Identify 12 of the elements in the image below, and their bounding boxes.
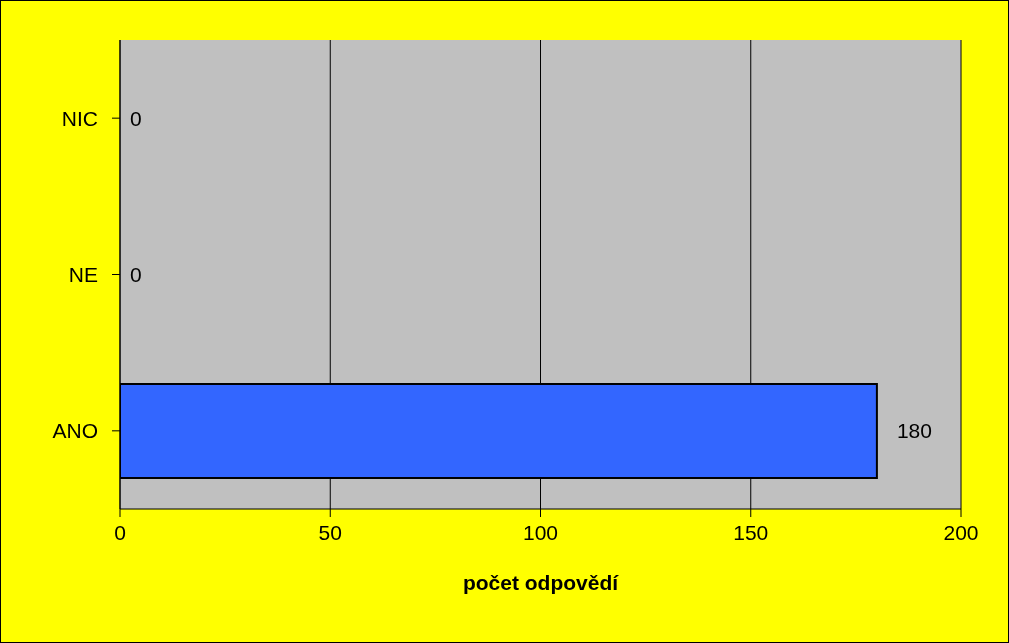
data-label: 0 <box>130 106 142 130</box>
x-axis-title: počet odpovědí <box>462 571 620 594</box>
y-tick-label: NIC <box>61 106 98 130</box>
y-tick-label: NE <box>68 262 98 286</box>
x-tick-label: 150 <box>733 520 769 544</box>
x-tick-label: 50 <box>318 520 342 544</box>
data-label: 180 <box>896 419 932 443</box>
x-tick-label: 200 <box>943 520 979 544</box>
x-tick-label: 0 <box>114 520 126 544</box>
x-tick-label: 100 <box>522 520 559 544</box>
data-label: 0 <box>130 262 142 286</box>
y-tick-label: ANO <box>52 419 98 443</box>
